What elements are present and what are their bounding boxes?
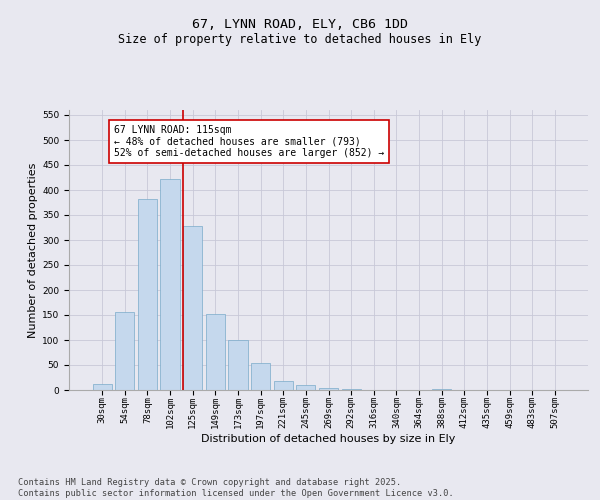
Bar <box>319 388 338 390</box>
Bar <box>296 385 316 390</box>
Bar <box>229 340 248 390</box>
Bar <box>251 362 270 390</box>
X-axis label: Distribution of detached houses by size in Ely: Distribution of detached houses by size … <box>202 434 455 444</box>
Text: 67, LYNN ROAD, ELY, CB6 1DD: 67, LYNN ROAD, ELY, CB6 1DD <box>192 18 408 30</box>
Text: 67 LYNN ROAD: 115sqm
← 48% of detached houses are smaller (793)
52% of semi-deta: 67 LYNN ROAD: 115sqm ← 48% of detached h… <box>113 125 384 158</box>
Bar <box>160 179 180 390</box>
Text: Contains HM Land Registry data © Crown copyright and database right 2025.
Contai: Contains HM Land Registry data © Crown c… <box>18 478 454 498</box>
Bar <box>92 384 112 390</box>
Bar <box>115 312 134 390</box>
Bar <box>138 198 157 390</box>
Bar <box>206 314 225 390</box>
Y-axis label: Number of detached properties: Number of detached properties <box>28 162 38 338</box>
Bar <box>274 381 293 390</box>
Bar <box>183 226 202 390</box>
Text: Size of property relative to detached houses in Ely: Size of property relative to detached ho… <box>118 32 482 46</box>
Bar <box>432 389 451 390</box>
Bar <box>341 389 361 390</box>
